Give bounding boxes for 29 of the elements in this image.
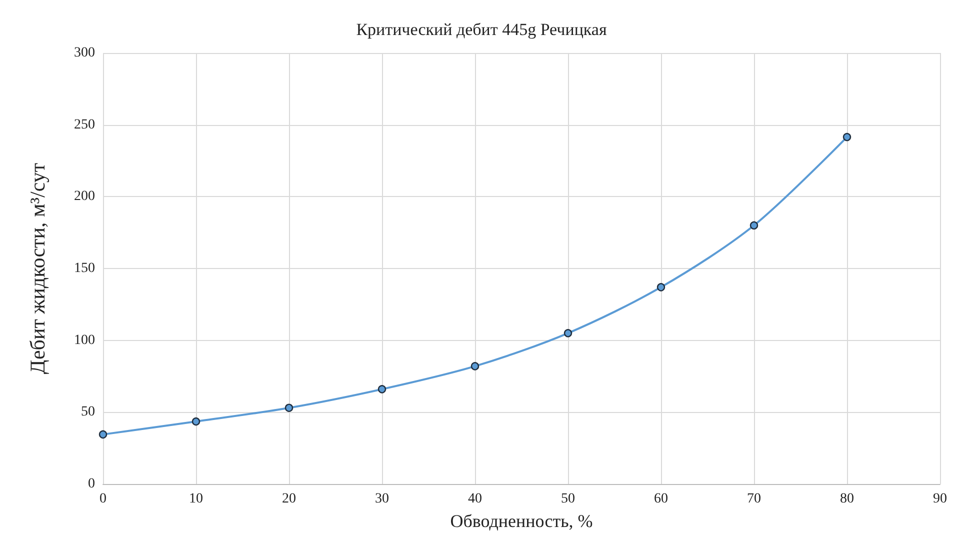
point: [378, 385, 386, 394]
y-axis-title: Дебит жидкости, м³/сут: [26, 162, 50, 374]
point: [470, 362, 480, 370]
x-tick-label: 50: [561, 492, 575, 506]
y-tick-label: 100: [74, 332, 95, 348]
x-tick-label: 90: [933, 492, 947, 506]
x-tick-label: 60: [654, 492, 668, 506]
point: [656, 283, 666, 292]
x-tick-label: 40: [468, 492, 482, 506]
chart-title: Критический дебит 445g Речицкая: [356, 20, 607, 39]
y-tick-label: 200: [74, 189, 95, 204]
point: [98, 430, 108, 439]
x-tick-label: 80: [840, 492, 854, 506]
y-tick-label: 300: [74, 46, 95, 60]
x-tick-label: 10: [189, 492, 203, 506]
point: [842, 132, 852, 142]
x-tick-label: 20: [282, 492, 296, 506]
y-tick-label: 250: [74, 117, 95, 132]
y-tick-label: 150: [74, 261, 95, 276]
point: [192, 417, 200, 426]
point: [564, 329, 572, 338]
x-tick-label: 0: [100, 492, 106, 506]
point: [750, 221, 758, 230]
y-tick-label: 0: [88, 476, 95, 492]
x-axis-title: Обводненность, %: [450, 511, 593, 531]
x-tick-label: 70: [747, 492, 761, 506]
x-tick-label: 30: [375, 492, 389, 506]
point: [284, 404, 294, 412]
y-tick-label: 50: [81, 404, 95, 420]
